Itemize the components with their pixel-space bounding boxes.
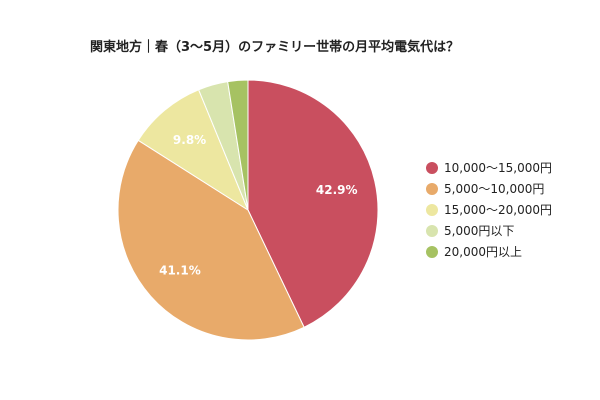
pie-slice-5 bbox=[227, 79, 249, 211]
legend-swatch-4 bbox=[426, 225, 438, 237]
legend-label-2: 5,000〜10,000円 bbox=[444, 182, 544, 196]
pie-data-labels: 42.9% 41.1% 9.8% bbox=[159, 133, 357, 277]
pie-slice-3 bbox=[137, 89, 250, 212]
legend-swatch-3 bbox=[426, 204, 438, 216]
legend-label-5: 20,000円以上 bbox=[444, 245, 522, 259]
pie-slice-1 bbox=[247, 79, 379, 328]
data-label-1: 42.9% bbox=[316, 183, 358, 197]
pie-slices bbox=[117, 79, 379, 341]
chart-title: 関東地方｜春（3〜5月）のファミリー世帯の月平均電気代は？ bbox=[90, 40, 460, 55]
legend-swatch-2 bbox=[426, 183, 438, 195]
legend-swatch-5 bbox=[426, 246, 438, 258]
legend-label-3: 15,000〜20,000円 bbox=[444, 203, 552, 217]
legend: 10,000〜15,000円 5,000〜10,000円 15,000〜20,000… bbox=[426, 161, 552, 259]
data-label-2: 41.1% bbox=[159, 263, 201, 277]
legend-label-1: 10,000〜15,000円 bbox=[444, 161, 552, 175]
legend-swatch-1 bbox=[426, 162, 438, 174]
legend-label-4: 5,000円以下 bbox=[444, 224, 514, 238]
pie-slice-2 bbox=[117, 139, 305, 341]
data-label-3: 9.8% bbox=[173, 133, 206, 147]
